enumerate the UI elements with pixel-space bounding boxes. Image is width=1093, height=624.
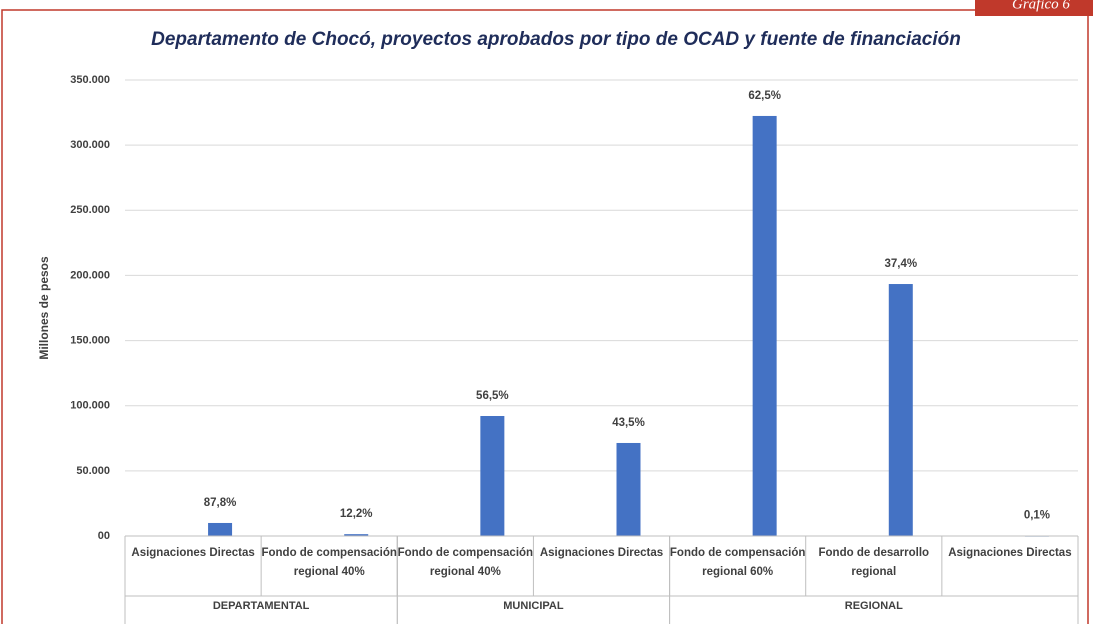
- x-tick-line: Asignaciones Directas: [540, 547, 663, 559]
- share-label: 62,5%: [748, 90, 781, 102]
- x-tick-line: regional 40%: [294, 566, 365, 578]
- x-tick-label: Fondo de compensación regional 40%: [261, 547, 396, 578]
- x-tick-label: Fondo de desarrollo regional: [819, 547, 930, 578]
- y-tick-label: 200.000: [70, 269, 110, 281]
- share-label: 0,1%: [1024, 510, 1050, 522]
- x-tick-line: Fondo de compensación: [670, 547, 805, 559]
- share-label: 87,8%: [204, 497, 237, 509]
- bar: [888, 284, 913, 536]
- group-label: MUNICIPAL: [503, 600, 564, 612]
- chart-title: Departamento de Chocó, proyectos aprobad…: [151, 29, 961, 50]
- x-tick-line: regional 40%: [430, 566, 501, 578]
- x-tick-label: Fondo de compensación regional 40%: [398, 547, 533, 578]
- y-tick-label: 350.000: [70, 74, 110, 86]
- bar: [208, 522, 233, 536]
- x-tick-line: Asignaciones Directas: [131, 547, 254, 559]
- y-tick-label: 300.000: [70, 139, 110, 151]
- bar: [344, 534, 369, 536]
- x-tick-line: Fondo de compensación: [398, 547, 533, 559]
- x-tick-line: Fondo de compensación: [261, 547, 396, 559]
- share-label: 56,5%: [476, 390, 509, 402]
- bar: [616, 442, 641, 536]
- y-tick-label: 100.000: [70, 400, 110, 412]
- share-label: 43,5%: [612, 417, 645, 429]
- y-tick-label: 250.000: [70, 204, 110, 216]
- tag: Gráfico 6: [1012, 0, 1070, 12]
- tag-box: [975, 0, 1093, 16]
- y-tick-label: 50.000: [76, 465, 110, 477]
- x-tick-line: Fondo de desarrollo: [819, 547, 930, 559]
- x-tick-label: Fondo de compensación regional 60%: [670, 547, 805, 578]
- x-tick-label: Asignaciones Directas: [131, 547, 254, 559]
- y-axis-label: Millones de pesos: [37, 256, 51, 360]
- y-tick-label: 00: [98, 530, 110, 542]
- group-label: REGIONAL: [845, 600, 903, 612]
- group-label: DEPARTAMENTAL: [213, 600, 310, 612]
- share-label: 37,4%: [884, 258, 917, 270]
- x-tick-line: regional 60%: [702, 566, 773, 578]
- bar: [752, 115, 777, 536]
- x-tick-line: regional: [851, 566, 896, 578]
- x-tick-label: Asignaciones Directas: [540, 547, 663, 559]
- bar: [480, 416, 505, 536]
- y-tick-label: 150.000: [70, 334, 110, 346]
- share-label: 12,2%: [340, 508, 373, 520]
- x-tick-line: Asignaciones Directas: [948, 547, 1071, 559]
- x-tick-label: Asignaciones Directas: [948, 547, 1071, 559]
- frame: [1, 9, 1089, 624]
